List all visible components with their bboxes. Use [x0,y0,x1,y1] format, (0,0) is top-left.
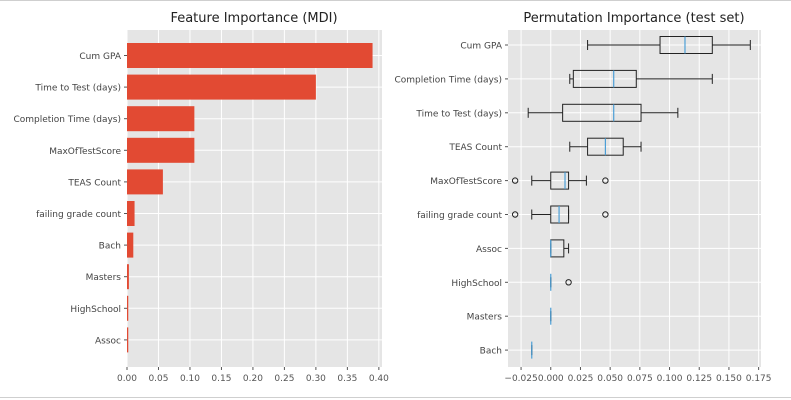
perm-box-group-4 [511,171,609,190]
perm-box-2 [562,103,642,122]
perm-xtick-label-0: −0.025 [504,374,537,384]
perm-outlier-5-0 [511,211,519,218]
perm-category-label-4: MaxOfTestScore [430,177,502,187]
mdi-category-label-0: Cum GPA [79,52,121,62]
mdi-chart-title: Feature Importance (MDI) [170,11,337,26]
perm-category-label-7: HighSchool [451,279,502,289]
mdi-bar-1 [127,74,316,100]
mdi-bar-7 [127,264,129,290]
perm-category-label-8: Masters [467,313,503,323]
perm-xtick-label-6: 0.125 [686,374,712,384]
mdi-category-label-6: Bach [99,242,121,252]
mdi-category-label-4: TEAS Count [67,178,121,188]
perm-box-4 [550,171,570,190]
mdi-bar-8 [127,295,129,321]
mdi-chart: Feature Importance (MDI) Cum GPA Time to … [13,11,389,384]
permutation-chart-title: Permutation Importance (test set) [523,11,744,26]
mdi-bar-2 [127,106,195,132]
mdi-xtick-label-5: 0.25 [274,374,294,384]
perm-box-group-2 [527,103,679,122]
permutation-x-ticks: −0.025 0.000 0.025 0.050 0.075 0.100 0.125 0.15… [504,367,772,384]
mdi-category-label-5: failing grade count [36,210,121,220]
perm-category-label-9: Bach [480,347,502,357]
perm-outlier-7-0 [565,279,572,286]
perm-box-0 [659,36,713,54]
permutation-chart: Permutation Importance (test set) Cum GP… [394,11,771,384]
mdi-category-label-8: HighSchool [70,305,121,315]
perm-category-label-1: Completion Time (days) [394,75,502,85]
mdi-xtick-label-4: 0.20 [243,374,263,384]
permutation-gridlines [508,30,761,367]
mdi-bar-5 [127,201,135,226]
mdi-category-label-1: Time to Test (days) [34,84,121,94]
mdi-category-label-2: Completion Time (days) [13,115,121,125]
perm-xtick-label-4: 0.075 [627,374,653,384]
perm-category-label-2: Time to Test (days) [415,109,502,119]
perm-category-label-6: Assoc [476,245,502,255]
perm-box-group-6 [550,239,570,258]
mdi-bar-6 [127,232,134,258]
perm-box-group-3 [569,137,642,156]
permutation-category-labels: Cum GPA Completion Time (days) Time to Tes… [394,42,508,357]
perm-xtick-label-5: 0.100 [657,374,683,384]
mdi-xtick-label-6: 0.30 [306,374,326,384]
mdi-xtick-label-0: 0.00 [117,374,137,384]
mdi-bars [127,43,373,353]
perm-category-label-5: failing grade count [417,211,502,221]
mdi-bar-9 [127,327,129,353]
mdi-category-label-7: Masters [86,273,122,283]
perm-outlier-4-1 [602,177,609,184]
mdi-xtick-label-2: 0.10 [180,374,200,384]
perm-xtick-label-1: 0.000 [538,374,564,384]
perm-xtick-label-2: 0.025 [568,374,594,384]
perm-outlier-4-0 [511,177,519,184]
perm-box-1 [572,69,637,88]
permutation-boxes [511,36,751,359]
mdi-xtick-label-7: 0.35 [337,374,357,384]
mdi-xtick-label-3: 0.15 [211,374,231,384]
perm-xtick-label-3: 0.050 [597,374,623,384]
mdi-bar-3 [127,137,195,163]
bottom-divider [0,397,791,398]
perm-xtick-label-7: 0.150 [716,374,742,384]
mdi-x-ticks: 0.00 0.05 0.10 0.15 0.20 0.25 0.30 0.35 0.40 [117,367,389,384]
perm-box-group-5 [511,205,609,224]
perm-box-group-7 [550,273,572,291]
mdi-xtick-label-1: 0.05 [148,374,168,384]
perm-category-label-3: TEAS Count [448,143,502,153]
perm-category-label-0: Cum GPA [460,42,502,52]
mdi-xtick-label-8: 0.40 [369,374,389,384]
mdi-category-label-3: MaxOfTestScore [49,147,121,157]
mdi-category-labels: Cum GPA Time to Test (days) Completion Tim… [13,52,127,346]
perm-box-group-0 [587,36,751,54]
mdi-bar-4 [127,169,163,195]
top-divider [0,0,791,1]
mdi-category-label-9: Assoc [95,336,121,346]
perm-xtick-label-8: 0.175 [746,374,772,384]
perm-box-group-1 [569,69,713,88]
mdi-bar-0 [127,43,373,68]
perm-outlier-5-1 [602,211,609,218]
